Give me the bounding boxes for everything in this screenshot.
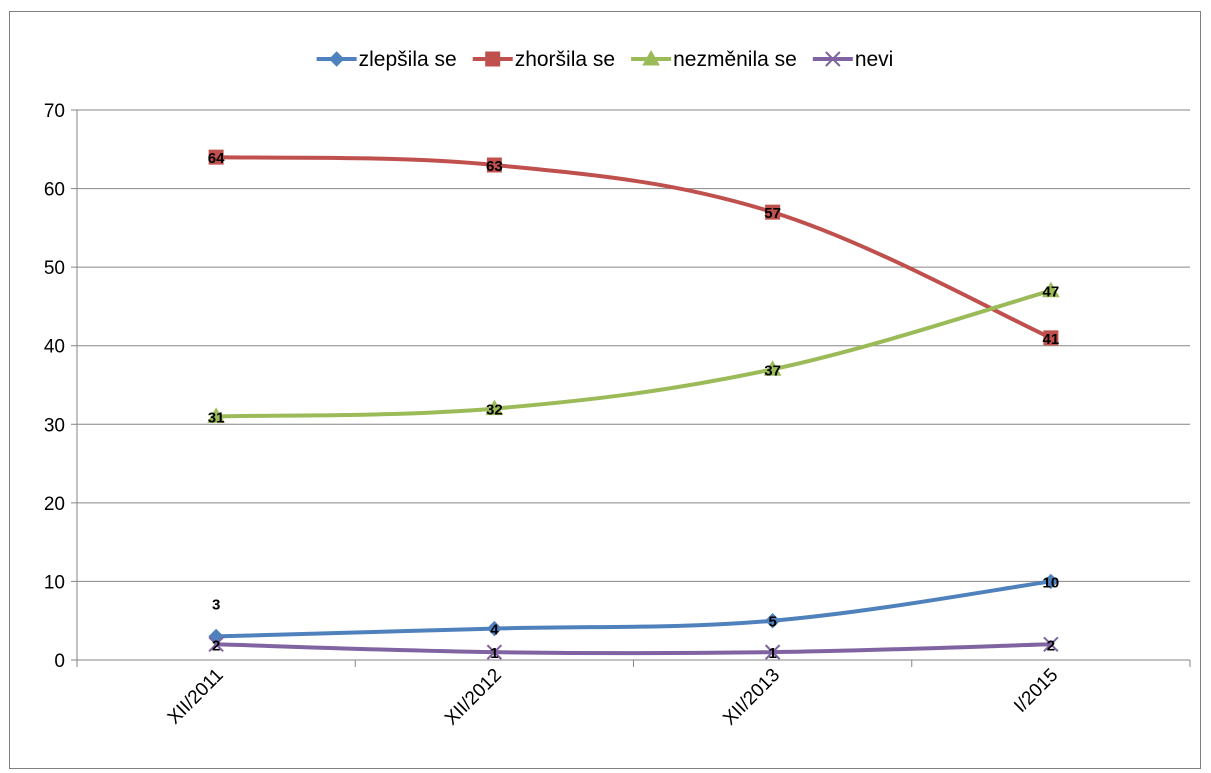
data-label: 37 xyxy=(764,362,781,379)
data-label: 1 xyxy=(490,645,498,662)
data-point xyxy=(763,360,782,376)
legend-item: nezměnila se xyxy=(631,48,797,71)
data-point xyxy=(764,644,781,660)
x-tick-labels: XII/2011 XII/2012 XII/2013 I/2015 xyxy=(164,665,1063,730)
y-tick-label: 50 xyxy=(44,258,65,279)
data-label: 64 xyxy=(208,150,225,167)
series-line xyxy=(214,642,1053,656)
data-point xyxy=(207,407,225,423)
data-point xyxy=(486,644,503,660)
line-chart: 0 10 20 30 40 50 60 70 XII/2011 XII/2012 XII/2013… xyxy=(44,48,1191,730)
chart-frame: 0 10 20 30 40 50 60 70 XII/2011 XII/2012 XII/2013… xyxy=(9,11,1201,769)
y-tick-label: 70 xyxy=(44,101,65,122)
data-label: 4 xyxy=(490,622,499,639)
data-label: 57 xyxy=(764,205,781,222)
data-label: 41 xyxy=(1043,331,1060,348)
data-point xyxy=(764,613,781,629)
legend-swatch-marker xyxy=(328,51,345,67)
data-point-stroke xyxy=(1043,636,1059,652)
data-label: 63 xyxy=(486,158,503,175)
data-point xyxy=(1042,281,1060,298)
data-label: 2 xyxy=(1047,637,1055,654)
x-tick-label: XII/2013 xyxy=(719,665,784,730)
legend-swatch-marker xyxy=(642,49,660,66)
data-label: 47 xyxy=(1043,284,1060,301)
legend-label: nezměnila se xyxy=(673,48,797,71)
legend-label: zhoršila se xyxy=(515,48,615,71)
series-line xyxy=(214,155,1053,340)
data-point xyxy=(486,620,503,637)
data-point-stroke xyxy=(764,644,781,660)
data-point-stroke xyxy=(486,644,503,660)
data-label: 2 xyxy=(212,637,220,654)
legend-item: zlepšila se xyxy=(316,48,457,71)
data-label: 32 xyxy=(486,402,503,419)
series-line xyxy=(214,288,1053,419)
data-point xyxy=(1043,330,1059,346)
data-label: 3 xyxy=(212,596,220,613)
data-point xyxy=(1043,636,1059,652)
data-point xyxy=(1043,573,1059,590)
data-labels: 3 4 5 10 64 63 57 41 31 32 37 47 2 1 1 2 xyxy=(208,150,1059,662)
series-markers xyxy=(207,149,1060,660)
legend: zlepšila se zhoršila se nezměnila se nevi xyxy=(316,48,894,71)
series-line xyxy=(214,579,1053,639)
data-point xyxy=(486,157,502,173)
y-tick-label: 10 xyxy=(44,572,65,593)
data-point-stroke xyxy=(208,636,224,652)
data-point xyxy=(765,204,781,220)
data-label: 31 xyxy=(208,409,225,426)
x-tick-label: XII/2012 xyxy=(441,665,506,730)
series-lines xyxy=(214,155,1053,656)
legend-label: zlepšila se xyxy=(359,48,457,71)
data-label: 10 xyxy=(1043,574,1060,591)
x-tick-label: XII/2011 xyxy=(164,665,228,729)
legend-label: nevi xyxy=(855,48,894,71)
data-label: 1 xyxy=(768,645,776,662)
y-tick-label: 30 xyxy=(44,415,65,436)
legend-swatch-marker-stroke xyxy=(825,51,841,67)
data-point xyxy=(485,399,504,416)
x-tick-label: I/2015 xyxy=(1010,665,1062,717)
y-tick-label: 60 xyxy=(44,180,65,201)
data-point xyxy=(208,636,224,652)
y-tick-labels: 0 10 20 30 40 50 60 70 xyxy=(44,101,65,672)
legend-swatch-marker xyxy=(485,51,501,67)
y-tick-label: 40 xyxy=(44,337,65,358)
y-tick-label: 0 xyxy=(54,651,65,672)
data-point xyxy=(208,149,224,165)
gridlines xyxy=(77,109,1190,582)
legend-swatch-marker xyxy=(825,51,841,67)
legend-item: nevi xyxy=(812,48,894,71)
axes xyxy=(71,109,1191,667)
legend-item: zhoršila se xyxy=(472,48,615,71)
y-tick-label: 20 xyxy=(44,494,65,515)
data-label: 5 xyxy=(768,614,776,631)
